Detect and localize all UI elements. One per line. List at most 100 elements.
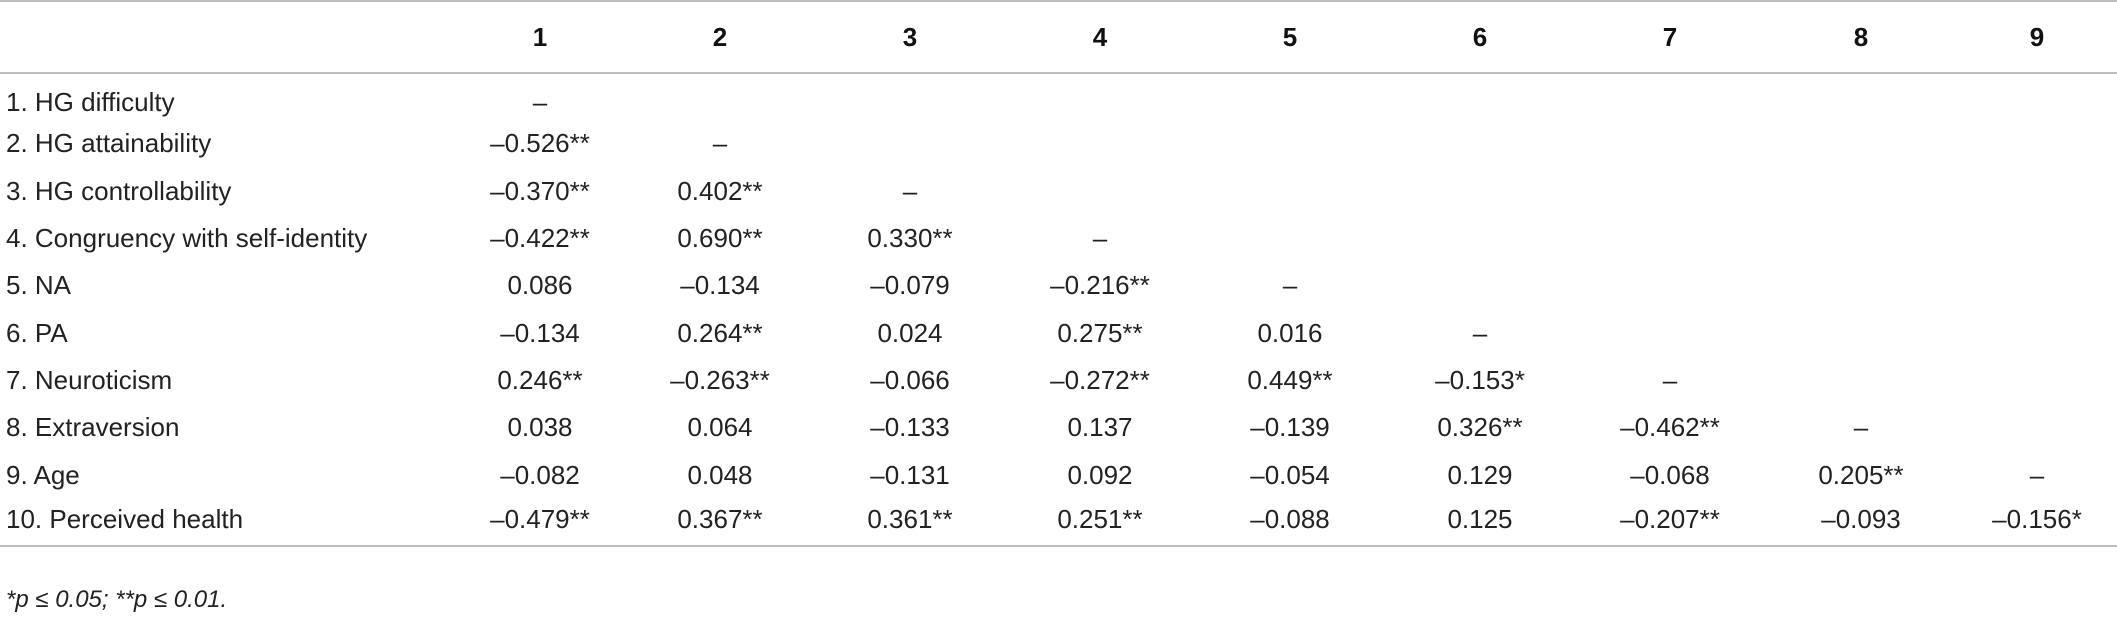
column-header: 3 bbox=[815, 0, 1005, 74]
correlation-cell: –0.082 bbox=[500, 459, 580, 490]
correlation-cell: 0.137 bbox=[1067, 412, 1133, 443]
correlation-cell: 0.251** bbox=[1005, 498, 1195, 547]
correlation-cell: –0.156* bbox=[1957, 498, 2117, 547]
column-header: 4 bbox=[1005, 0, 1195, 74]
correlation-cell bbox=[1765, 309, 1957, 356]
column-header: 2 bbox=[625, 0, 815, 74]
row-label: 4. Congruency with self-identity bbox=[6, 223, 368, 254]
correlation-cell: 0.086 bbox=[507, 270, 573, 301]
correlation-cell: – bbox=[1092, 223, 1108, 254]
correlation-cell: 0.048 bbox=[687, 459, 753, 490]
correlation-cell bbox=[1575, 120, 1765, 167]
correlation-cell: – bbox=[2029, 459, 2045, 490]
correlation-cell bbox=[1957, 215, 2117, 262]
correlation-cell: –0.139 bbox=[1250, 412, 1330, 443]
row-label: 9. Age bbox=[6, 459, 80, 490]
correlation-cell bbox=[1957, 168, 2117, 215]
correlation-cell bbox=[1765, 262, 1957, 309]
row-label: 8. Extraversion bbox=[6, 412, 180, 443]
correlation-cell: 0.361** bbox=[815, 498, 1005, 547]
table-row: 6. PA –0.134 0.264** 0.024 0.275** 0.016 – bbox=[0, 309, 2117, 356]
table-row: 2. HG attainability –0.526** – bbox=[0, 120, 2117, 167]
correlation-cell: –0.131 bbox=[870, 459, 950, 490]
row-label: 5. NA bbox=[6, 270, 72, 301]
correlation-cell bbox=[1957, 357, 2117, 404]
correlation-cell: 0.064 bbox=[687, 412, 753, 443]
header-cell-blank bbox=[0, 0, 455, 74]
correlation-cell: 0.024 bbox=[877, 317, 943, 348]
correlation-cell: 0.129 bbox=[1447, 459, 1513, 490]
correlation-cell: 0.367** bbox=[625, 498, 815, 547]
correlation-cell bbox=[1765, 120, 1957, 167]
correlation-cell bbox=[1005, 73, 1195, 120]
column-header: 5 bbox=[1195, 0, 1385, 74]
correlation-cell: –0.068 bbox=[1630, 459, 1710, 490]
table-row: 10. Perceived health –0.479** 0.367** 0.361… bbox=[0, 498, 2117, 547]
correlation-cell: – bbox=[1853, 412, 1869, 443]
correlation-cell bbox=[1957, 404, 2117, 451]
row-label: 6. PA bbox=[6, 317, 68, 348]
correlation-cell: –0.093 bbox=[1765, 498, 1957, 547]
correlation-cell: –0.272** bbox=[1050, 364, 1150, 395]
correlation-cell bbox=[1385, 168, 1575, 215]
table-body: 1. HG difficulty – 2. HG attainability –0.5… bbox=[0, 73, 2117, 547]
correlation-cell: –0.422** bbox=[490, 223, 590, 254]
correlation-cell: 0.402** bbox=[677, 175, 763, 206]
correlation-cell bbox=[1195, 73, 1385, 120]
correlation-cell: –0.054 bbox=[1250, 459, 1330, 490]
correlation-cell: –0.207** bbox=[1575, 498, 1765, 547]
correlation-cell bbox=[1957, 262, 2117, 309]
correlation-cell: –0.134 bbox=[680, 270, 760, 301]
table-row: 5. NA 0.086 –0.134 –0.079 –0.216** – bbox=[0, 262, 2117, 309]
column-header: 7 bbox=[1575, 0, 1765, 74]
table-row: 7. Neuroticism 0.246** –0.263** –0.066 –0.27… bbox=[0, 357, 2117, 404]
correlation-cell bbox=[1575, 215, 1765, 262]
correlation-cell: 0.125 bbox=[1385, 498, 1575, 547]
correlation-cell: 0.275** bbox=[1057, 317, 1143, 348]
row-label: 10. Perceived health bbox=[0, 498, 455, 547]
correlation-cell: –0.479** bbox=[455, 498, 625, 547]
correlation-cell: 0.016 bbox=[1257, 317, 1323, 348]
correlation-cell: – bbox=[1282, 270, 1298, 301]
correlation-cell bbox=[1957, 73, 2117, 120]
correlation-cell: –0.066 bbox=[870, 364, 950, 395]
correlation-cell bbox=[1385, 73, 1575, 120]
correlation-cell: 0.690** bbox=[677, 223, 763, 254]
correlation-cell: –0.134 bbox=[500, 317, 580, 348]
correlation-cell bbox=[815, 73, 1005, 120]
correlation-cell bbox=[1765, 357, 1957, 404]
correlation-cell: –0.079 bbox=[870, 270, 950, 301]
correlation-cell: 0.449** bbox=[1247, 364, 1333, 395]
correlation-cell bbox=[1575, 262, 1765, 309]
correlation-cell bbox=[1957, 309, 2117, 356]
correlation-cell: – bbox=[712, 128, 728, 159]
table-footnote: *p ≤ 0.05; **p ≤ 0.01. bbox=[6, 586, 228, 613]
correlation-cell: 0.264** bbox=[677, 317, 763, 348]
correlation-cell: –0.216** bbox=[1050, 270, 1150, 301]
correlation-cell bbox=[625, 73, 815, 120]
correlation-cell bbox=[1005, 120, 1195, 167]
correlation-cell: – bbox=[1662, 364, 1678, 395]
correlation-cell bbox=[815, 120, 1005, 167]
table-row: 8. Extraversion 0.038 0.064 –0.133 0.137 –0.1… bbox=[0, 404, 2117, 451]
correlation-cell: 0.246** bbox=[497, 364, 583, 395]
correlation-cell: 0.092 bbox=[1067, 459, 1133, 490]
correlation-cell bbox=[1385, 262, 1575, 309]
correlation-cell bbox=[1575, 309, 1765, 356]
table-row: 1. HG difficulty – bbox=[0, 73, 2117, 120]
correlation-cell: –0.526** bbox=[490, 128, 590, 159]
correlation-cell: – bbox=[902, 175, 918, 206]
correlation-cell bbox=[1005, 168, 1195, 215]
correlation-cell bbox=[1385, 215, 1575, 262]
correlation-cell bbox=[1385, 120, 1575, 167]
correlation-cell: –0.462** bbox=[1620, 412, 1720, 443]
correlation-cell: –0.370** bbox=[490, 175, 590, 206]
correlation-cell: 0.205** bbox=[1818, 459, 1904, 490]
correlation-cell bbox=[1195, 168, 1385, 215]
correlation-cell: 0.038 bbox=[507, 412, 573, 443]
column-header: 9 bbox=[1957, 0, 2117, 74]
correlation-cell: –0.263** bbox=[670, 364, 770, 395]
